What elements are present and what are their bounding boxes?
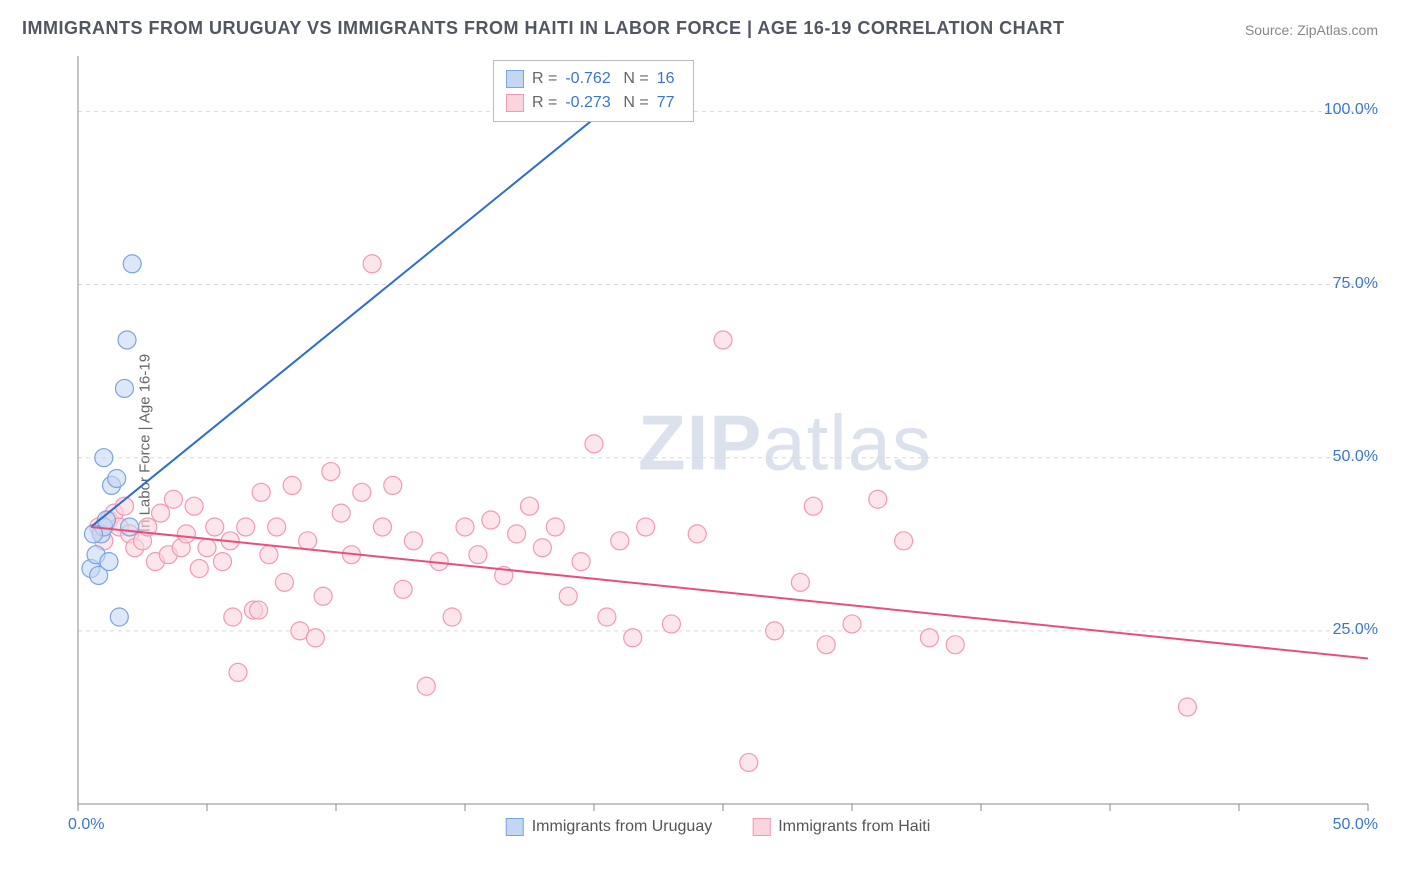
legend-swatch [506,94,524,112]
n-label: N = [623,70,648,88]
x-axis-max-label: 50.0% [1333,816,1378,834]
series-legend-label: Immigrants from Uruguay [532,818,713,836]
r-label: R = [532,94,557,112]
source-prefix: Source: [1245,22,1297,38]
y-tick-label: 75.0% [1333,275,1378,293]
r-value: -0.273 [565,94,615,112]
series-legend: Immigrants from Uruguay Immigrants from H… [506,818,931,836]
source-attribution: Source: ZipAtlas.com [1245,22,1378,38]
source-link[interactable]: ZipAtlas.com [1297,22,1378,38]
legend-swatch [506,818,524,836]
r-label: R = [532,70,557,88]
y-tick-label: 100.0% [1324,101,1378,119]
chart-title: IMMIGRANTS FROM URUGUAY VS IMMIGRANTS FR… [22,18,1065,39]
x-axis-min-label: 0.0% [68,816,104,834]
series-legend-item: Immigrants from Haiti [752,818,930,836]
y-tick-label: 50.0% [1333,448,1378,466]
n-value: 16 [657,70,681,88]
y-tick-label: 25.0% [1333,621,1378,639]
n-label: N = [623,94,648,112]
legend-swatch [506,70,524,88]
series-legend-item: Immigrants from Uruguay [506,818,713,836]
r-value: -0.762 [565,70,615,88]
stats-legend-row: R = -0.273 N = 77 [506,91,681,115]
stats-legend-row: R = -0.762 N = 16 [506,67,681,91]
scatter-plot-svg [48,48,1388,838]
legend-swatch [752,818,770,836]
series-legend-label: Immigrants from Haiti [778,818,930,836]
n-value: 77 [657,94,681,112]
stats-legend: R = -0.762 N = 16 R = -0.273 N = 77 [493,60,694,122]
correlation-chart: In Labor Force | Age 16-19 ZIPatlas R =-… [48,48,1388,838]
